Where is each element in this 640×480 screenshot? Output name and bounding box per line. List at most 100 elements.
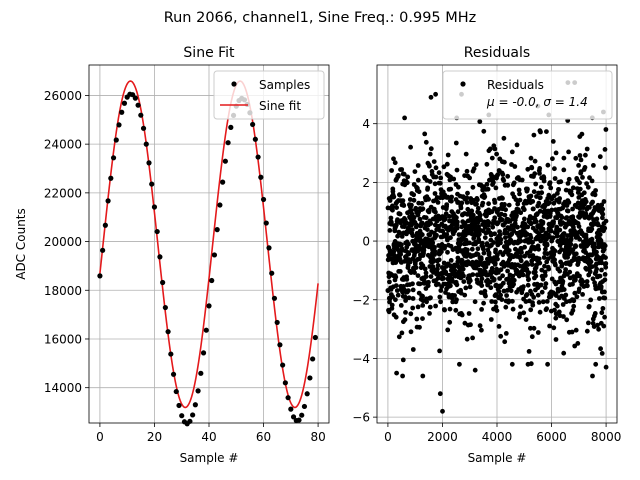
- sample-point: [170, 371, 177, 377]
- residual-point: [426, 196, 431, 202]
- residual-outlier-point: [433, 91, 438, 97]
- residual-point: [535, 292, 541, 298]
- residual-point: [413, 265, 419, 270]
- sine-fit-ytick-label: 18000: [44, 284, 82, 298]
- residual-point: [476, 239, 482, 245]
- residual-point: [393, 314, 399, 320]
- residual-point: [521, 284, 526, 290]
- residual-point: [533, 219, 539, 225]
- sample-point: [266, 245, 272, 251]
- residual-point: [401, 171, 407, 177]
- residual-point: [483, 264, 489, 270]
- residual-point: [398, 251, 404, 257]
- residual-point: [408, 311, 414, 317]
- residual-point: [549, 207, 555, 213]
- residual-point: [445, 249, 450, 255]
- residual-point: [397, 192, 403, 198]
- residual-point: [468, 322, 473, 328]
- residual-point: [505, 182, 511, 188]
- residual-point: [559, 247, 564, 253]
- residual-point: [408, 270, 414, 275]
- residual-point: [405, 263, 411, 268]
- residual-point: [494, 151, 499, 157]
- residual-point: [575, 200, 581, 206]
- residual-point: [502, 202, 507, 207]
- residual-point: [571, 303, 577, 309]
- residual-point: [399, 242, 404, 248]
- residual-point: [530, 239, 535, 245]
- residual-point: [550, 139, 556, 144]
- residual-point: [596, 326, 601, 332]
- residual-point: [581, 190, 587, 196]
- residual-point: [595, 222, 601, 228]
- sine-fit-ytick-label: 26000: [44, 89, 82, 103]
- residual-point: [417, 281, 423, 287]
- residual-point: [561, 287, 567, 292]
- residual-outlier-point: [509, 361, 515, 367]
- residual-point: [415, 163, 421, 168]
- residual-point: [501, 178, 507, 184]
- residual-point: [403, 310, 408, 315]
- residual-point: [411, 215, 417, 220]
- residual-point: [402, 317, 408, 323]
- residual-point: [407, 197, 413, 202]
- residual-point: [417, 216, 423, 222]
- residual-point: [459, 257, 465, 263]
- residual-point: [515, 224, 520, 230]
- residual-point: [392, 160, 398, 166]
- residual-point: [488, 317, 494, 322]
- residual-point: [542, 273, 548, 278]
- residual-point: [433, 209, 438, 215]
- residual-point: [542, 269, 548, 275]
- residual-point: [600, 215, 605, 221]
- residual-point: [412, 169, 418, 175]
- residual-point: [551, 325, 557, 331]
- residual-point: [415, 273, 421, 278]
- residual-point: [526, 276, 531, 282]
- residual-point: [602, 225, 608, 231]
- residual-point: [488, 285, 494, 291]
- residual-point: [490, 224, 496, 230]
- residuals-xtick-label: 2000: [427, 430, 458, 444]
- residual-point: [454, 167, 460, 173]
- residual-point: [431, 159, 437, 165]
- residual-point: [594, 266, 599, 272]
- residuals-legend: Residuals μ = -0.0, σ = 1.4: [442, 70, 613, 120]
- sine-fit-title: Sine Fit: [183, 45, 235, 61]
- residual-point: [390, 294, 395, 299]
- residual-point: [393, 283, 399, 288]
- sample-point: [209, 277, 215, 284]
- residual-point: [525, 186, 530, 192]
- residual-point: [536, 300, 542, 305]
- residual-point: [529, 262, 535, 267]
- residual-point: [463, 151, 469, 157]
- residual-point: [510, 306, 516, 312]
- residual-point: [428, 274, 434, 279]
- sample-point: [162, 304, 168, 311]
- residual-point: [546, 266, 552, 272]
- residual-point: [475, 205, 481, 211]
- residual-point: [540, 299, 546, 305]
- residual-point: [438, 299, 443, 305]
- sine-fit-xtick-label: 60: [256, 430, 271, 444]
- residual-point: [537, 309, 543, 315]
- residual-point: [486, 201, 491, 207]
- residual-point: [561, 167, 567, 173]
- residual-point: [492, 261, 498, 266]
- sample-point: [258, 174, 264, 180]
- residual-point: [448, 258, 454, 263]
- sine-fit-legend: Samples Sine fit: [213, 70, 325, 120]
- residual-point: [541, 255, 547, 260]
- residual-point: [601, 323, 607, 329]
- residual-point: [493, 185, 499, 191]
- residual-point: [481, 300, 486, 306]
- residual-point: [410, 296, 416, 301]
- residual-point: [509, 149, 515, 155]
- residual-point: [495, 252, 500, 258]
- residual-point: [470, 212, 476, 218]
- residual-point: [458, 205, 464, 211]
- residual-point: [595, 322, 600, 328]
- residual-outlier-point: [394, 370, 399, 376]
- residual-point: [532, 171, 538, 177]
